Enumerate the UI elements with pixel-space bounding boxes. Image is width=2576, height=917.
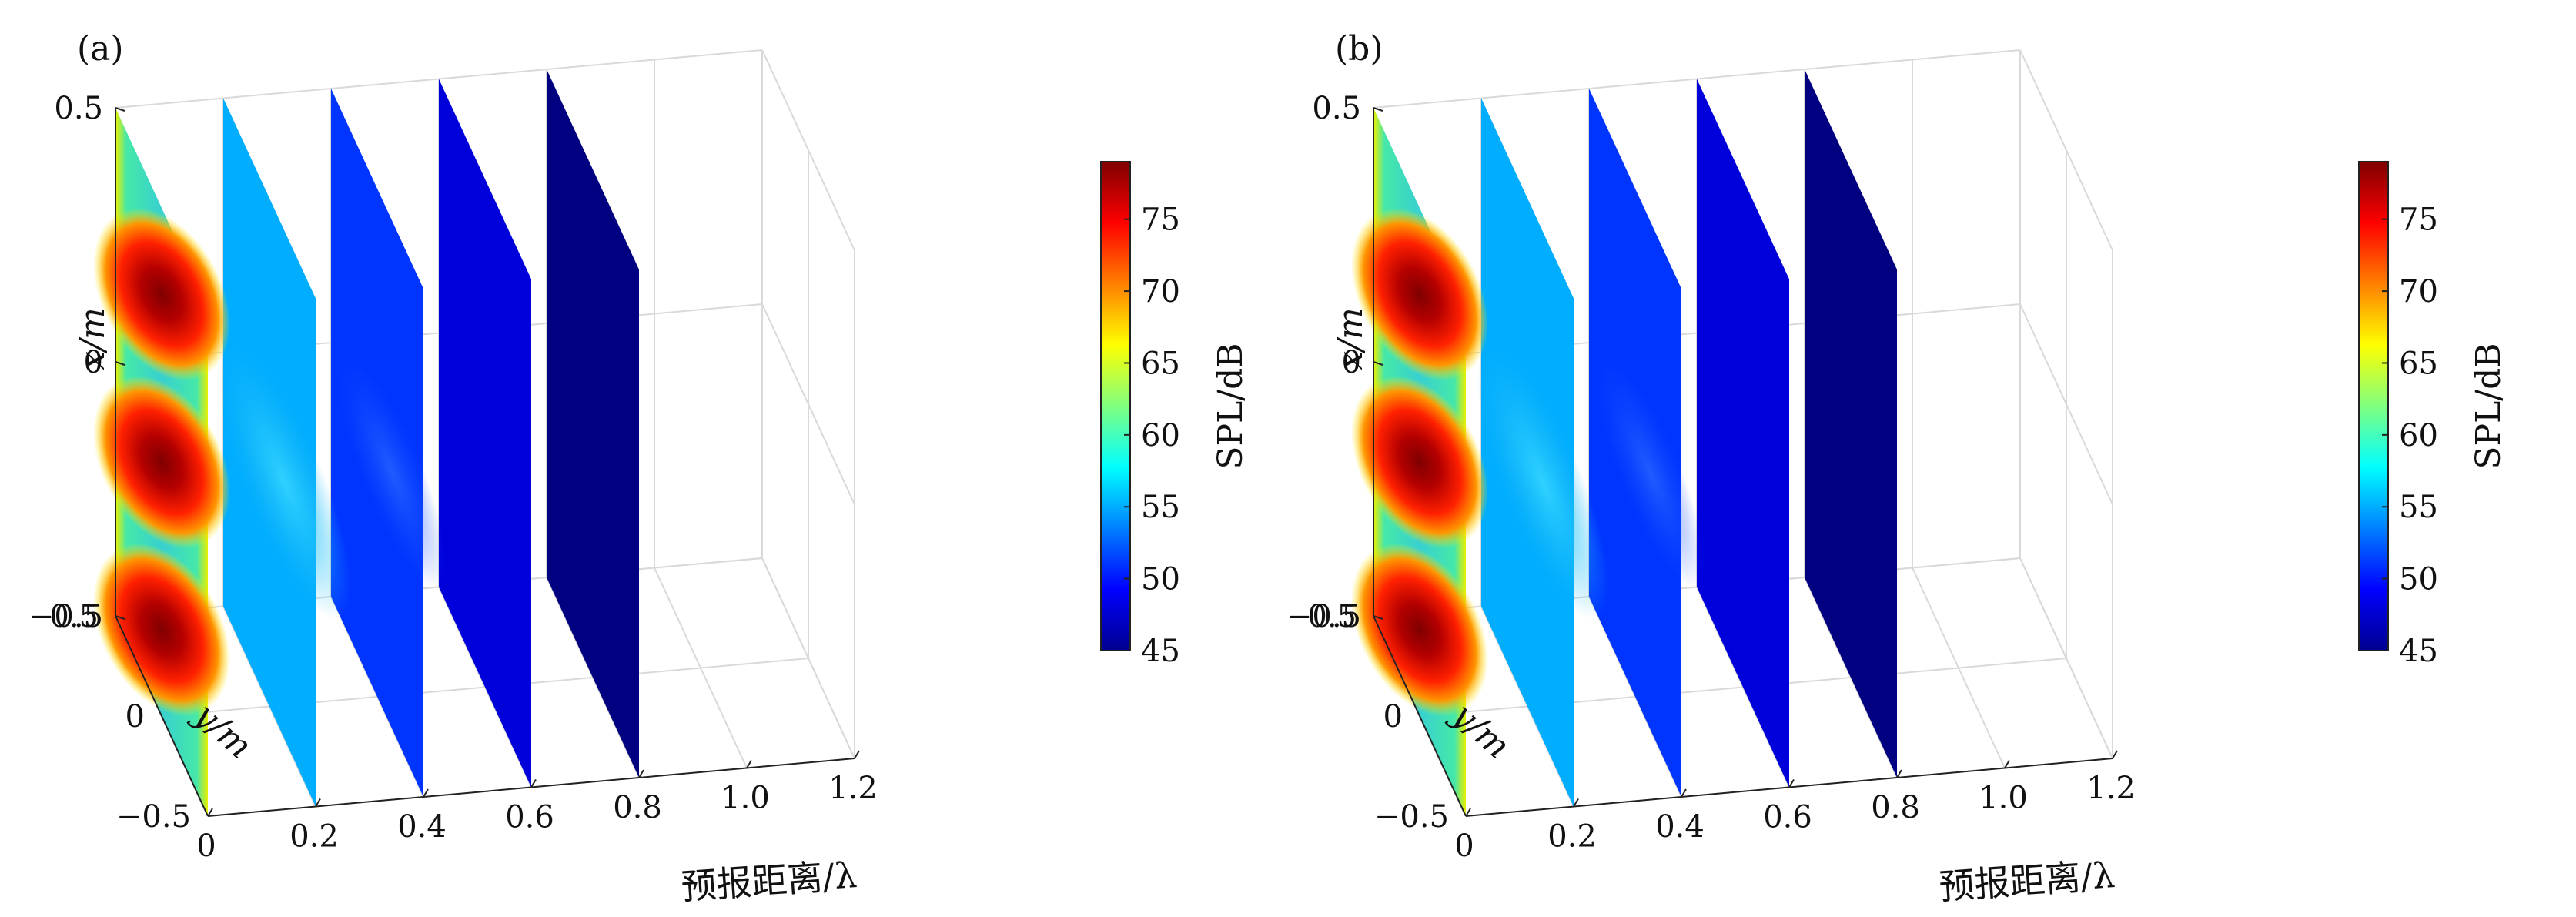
slice-3 (439, 79, 531, 788)
axis-lines (115, 108, 855, 817)
colorbar-tick-label: 70 (1141, 274, 1180, 310)
colorbar-tick-label: 55 (2399, 490, 2438, 525)
y-tick-label: −0.5 (1374, 799, 1449, 835)
z-tick-label: −0.5 (28, 599, 103, 634)
colorbar-tick-label: 50 (1141, 562, 1180, 597)
colorbar-tick-label: 55 (1141, 490, 1180, 525)
colorbar-tick-label: 65 (1141, 346, 1180, 381)
colorbar-tick-label: 75 (1141, 202, 1180, 238)
slice-lobe-1 (1351, 375, 1488, 549)
colorbar-tick-label: 70 (2399, 274, 2438, 310)
ticks: 0 0.2 0.4 0.6 0.8 1.0 1.20.50−0.50.50−0.5 (28, 91, 878, 864)
colorbar: 45 50 55 60 65 70 75 SPL/dB (1100, 161, 1250, 669)
x-tick-label: 0.4 (1655, 809, 1705, 845)
x-tick-label: 0.6 (505, 800, 554, 835)
slice-lobe-0 (1351, 208, 1488, 381)
x-tick-label: 0.8 (1871, 790, 1920, 825)
panel-label: (a) (77, 29, 124, 69)
colorbar-tick-label: 65 (2399, 346, 2438, 381)
y-tick-label: 0.5 (49, 599, 99, 634)
x-tick-label: 0.4 (397, 809, 447, 845)
slice-0 (1351, 108, 1488, 816)
slice-2 (331, 89, 447, 797)
x-axis-title: 预报距离/λ (680, 854, 858, 908)
colorbar-label: SPL/dB (2469, 343, 2508, 469)
slice-lobe-1 (93, 375, 230, 549)
slice-lobe-0 (93, 208, 230, 381)
slice-lobe-2 (93, 543, 230, 716)
colorbar-tick-label: 60 (1141, 418, 1180, 453)
x-tick-label: 0.6 (1763, 800, 1812, 835)
z-tick-label: −0.5 (1286, 599, 1361, 634)
z-axis-title: x/m (73, 307, 112, 370)
colorbar-label: SPL/dB (1211, 343, 1250, 469)
z-tick-label: 0 (84, 345, 103, 380)
x-tick-label: 1.2 (828, 771, 878, 806)
slice-3 (1697, 79, 1789, 788)
panel-label: (b) (1335, 29, 1383, 69)
panel-a: 0 0.2 0.4 0.6 0.8 1.0 1.20.50−0.50.50−0.5(a)x/… (28, 29, 1250, 908)
x-tick-label: 1.0 (721, 781, 770, 816)
colorbar-tick-label: 45 (2399, 634, 2438, 669)
axis-lines (1373, 108, 2113, 817)
y-tick-label: 0.5 (1307, 599, 1357, 634)
x-tick-label: 0.8 (613, 790, 662, 825)
slice-lobe-2 (1351, 543, 1488, 716)
slice-1 (1477, 98, 1609, 807)
y-tick-label: 0 (1383, 699, 1403, 735)
ticks: 0 0.2 0.4 0.6 0.8 1.0 1.20.50−0.50.50−0.5 (1286, 91, 2136, 864)
z-tick-label: 0.5 (54, 91, 103, 126)
x-tick-label: 1.2 (2086, 771, 2136, 806)
x-tick-label: 0.2 (1547, 819, 1597, 855)
colorbar-tick-label: 50 (2399, 562, 2438, 597)
z-tick-label: 0.5 (1312, 91, 1361, 126)
x-tick-label: 1.0 (1979, 781, 2028, 816)
z-tick-label: 0 (1342, 345, 1361, 380)
x-axis-title: 预报距离/λ (1938, 854, 2116, 908)
slice-4 (547, 69, 639, 778)
slice-4 (1805, 69, 1897, 778)
panel-b: 0 0.2 0.4 0.6 0.8 1.0 1.20.50−0.50.50−0.5(b)x/… (1286, 29, 2508, 908)
slice-0 (93, 108, 230, 816)
colorbar-tick-label: 45 (1141, 634, 1180, 669)
x-tick-label: 0 (1454, 828, 1474, 864)
z-axis-title: x/m (1331, 307, 1370, 370)
y-tick-label: 0 (125, 699, 145, 735)
slice-2 (1589, 89, 1705, 797)
y-tick-label: −0.5 (116, 799, 191, 835)
colorbar-tick-label: 60 (2399, 418, 2438, 453)
x-tick-label: 0.2 (289, 819, 339, 855)
colorbar-tick-label: 75 (2399, 202, 2438, 238)
slice-1 (219, 98, 351, 807)
x-tick-label: 0 (196, 828, 216, 864)
colorbar: 45 50 55 60 65 70 75 SPL/dB (2358, 161, 2508, 669)
